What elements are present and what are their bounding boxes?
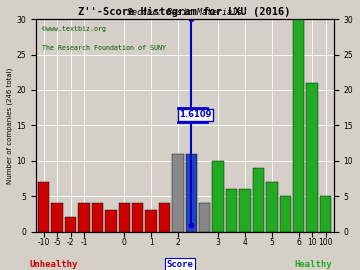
Text: 1.6109: 1.6109 <box>179 110 212 119</box>
Bar <box>159 203 170 232</box>
Bar <box>280 196 291 232</box>
Text: Score: Score <box>167 260 193 269</box>
Bar <box>105 210 117 232</box>
Text: Unhealthy: Unhealthy <box>30 260 78 269</box>
Bar <box>172 154 184 232</box>
Text: The Research Foundation of SUNY: The Research Foundation of SUNY <box>42 45 166 51</box>
Bar <box>253 168 264 232</box>
Bar <box>266 182 278 232</box>
Bar <box>92 203 103 232</box>
Bar <box>239 189 251 232</box>
Text: Sector: Basic Materials: Sector: Basic Materials <box>127 8 242 17</box>
Text: Healthy: Healthy <box>294 260 332 269</box>
Y-axis label: Number of companies (246 total): Number of companies (246 total) <box>7 67 13 184</box>
Bar <box>186 154 197 232</box>
Text: ©www.textbiz.org: ©www.textbiz.org <box>42 26 105 32</box>
Bar <box>145 210 157 232</box>
Bar <box>132 203 143 232</box>
Bar <box>226 189 237 232</box>
Bar <box>65 217 76 232</box>
Bar <box>306 83 318 232</box>
Bar <box>199 203 211 232</box>
Bar <box>320 196 331 232</box>
Bar <box>212 161 224 232</box>
Bar <box>51 203 63 232</box>
Bar <box>38 182 49 232</box>
Bar <box>293 19 305 232</box>
Bar <box>118 203 130 232</box>
Bar <box>78 203 90 232</box>
Title: Z''-Score Histogram for LXU (2016): Z''-Score Histogram for LXU (2016) <box>78 7 291 17</box>
